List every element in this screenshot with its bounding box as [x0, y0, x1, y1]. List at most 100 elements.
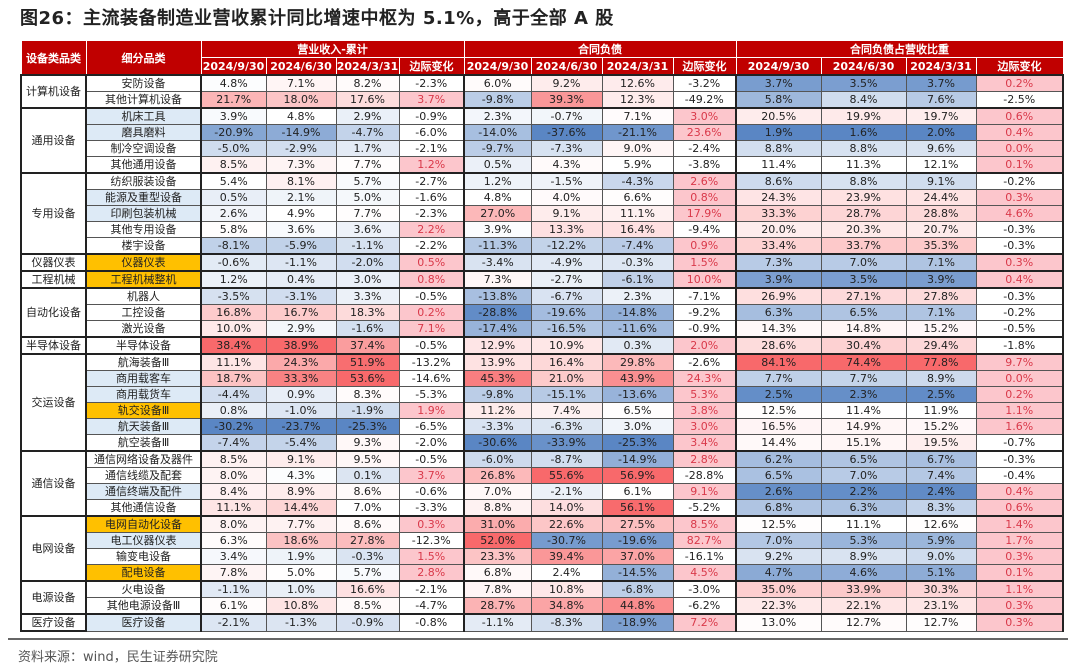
margin-change-cell: 0.4% — [975, 124, 1065, 141]
value-cell: -9.8% — [463, 386, 532, 403]
value-cell: -6.1% — [601, 270, 674, 289]
value-cell: 1.9% — [265, 548, 337, 565]
value-cell: 6.1% — [601, 483, 674, 500]
value-cell: 5.0% — [335, 189, 400, 206]
value-cell: 6.8% — [463, 564, 532, 582]
group-category-cell: 通用设备 — [20, 107, 87, 174]
value-cell: 16.6% — [335, 580, 400, 598]
value-cell: 18.6% — [265, 532, 337, 549]
value-cell: 20.0% — [735, 221, 822, 238]
value-cell: 9.0% — [905, 548, 977, 565]
margin-change-cell: 7.1% — [398, 320, 466, 338]
value-cell: 51.9% — [335, 353, 400, 371]
value-cell: 3.3% — [335, 287, 400, 305]
value-cell: -5.0% — [200, 140, 267, 157]
table-row: 专用设备 纺织服装设备 5.4% 8.1% 5.7% -2.7% 1.2% -1.5% -4.3… — [20, 172, 1065, 255]
header-period: 2024/6/30 — [265, 57, 337, 76]
table-row: 工控设备 16.8% 16.7% 18.3% 0.2% -28.8% -19.6% -14.8… — [21, 304, 1065, 321]
value-cell: -25.3% — [335, 418, 400, 435]
table-row: 楼宇设备 -8.1% -5.9% -1.1% -2.2% -11.3% -12.2% -7.4… — [21, 237, 1065, 255]
margin-change-cell: 2.2% — [398, 221, 466, 238]
value-cell: 9.1% — [530, 205, 603, 222]
value-cell: 19.5% — [905, 434, 977, 452]
value-cell: 8.0% — [200, 467, 267, 484]
table-row: 其他通信设备 11.1% 14.4% 7.0% -3.3% 8.8% 14.0% 56.1% -… — [21, 499, 1065, 517]
value-cell: 5.4% — [200, 172, 267, 190]
sub-category-cell: 半导体设备 — [85, 336, 202, 355]
value-cell: 3.0% — [335, 270, 400, 289]
margin-change-cell: -12.3% — [398, 532, 466, 549]
sub-category-cell: 仪器仪表 — [85, 253, 202, 272]
value-cell: 29.8% — [601, 353, 674, 371]
value-cell: 52.0% — [463, 532, 532, 549]
value-cell: 4.7% — [735, 564, 822, 582]
value-cell: -1.9% — [335, 402, 400, 419]
margin-change-cell: -2.2% — [398, 237, 466, 255]
value-cell: -14.9% — [265, 124, 337, 141]
value-cell: 7.0% — [820, 253, 907, 272]
margin-change-cell: -0.9% — [672, 320, 738, 338]
value-cell: 9.6% — [905, 140, 977, 157]
table-row: 其他通用设备 8.5% 7.3% 7.7% 1.2% 0.5% 4.3% 5.9% -3.8% 1… — [21, 156, 1065, 174]
group-category-cell: 专用设备 — [20, 172, 87, 255]
margin-change-cell: -6.0% — [398, 124, 466, 141]
value-cell: 77.8% — [905, 353, 977, 371]
value-cell: 1.6% — [820, 124, 907, 141]
margin-change-cell: -0.2% — [975, 172, 1065, 190]
value-cell: 5.9% — [601, 156, 674, 174]
data-table: 设备类品类 细分品类 营业收入-累计 合同负债 合同负债占营收比重 2024/9/30 20… — [20, 40, 1065, 632]
margin-change-cell: -3.3% — [398, 499, 466, 517]
value-cell: -8.3% — [530, 613, 603, 632]
table-row: 交运设备 航海装备Ⅲ 11.1% 24.3% 51.9% -13.2% 13.9% 16.4%… — [20, 353, 1065, 452]
margin-change-cell: 9.7% — [975, 353, 1065, 371]
value-cell: -14.8% — [601, 304, 674, 321]
margin-change-cell: -0.5% — [975, 320, 1065, 338]
group-category-cell: 自动化设备 — [20, 287, 87, 338]
value-cell: 14.4% — [265, 499, 337, 517]
margin-change-cell: 1.5% — [672, 253, 738, 272]
margin-change-cell: -6.5% — [398, 418, 466, 435]
header-period: 2024/9/30 — [463, 57, 532, 76]
value-cell: 33.4% — [735, 237, 822, 255]
group-category-cell: 医疗设备 — [20, 613, 87, 632]
value-cell: -9.8% — [463, 91, 532, 109]
margin-change-cell: 24.3% — [672, 370, 738, 387]
value-cell: 55.6% — [530, 467, 603, 484]
margin-change-cell: 1.6% — [975, 418, 1065, 435]
margin-change-cell: -0.6% — [398, 483, 466, 500]
header-row-periods: 2024/9/30 2024/6/30 2024/3/31 边际变化 2024/9/30… — [21, 57, 1064, 76]
value-cell: 0.5% — [200, 189, 267, 206]
table-row: 输变电设备 3.4% 1.9% -0.3% 1.5% 23.3% 39.4% 37.0% -16… — [21, 548, 1065, 565]
value-cell: 16.8% — [200, 304, 267, 321]
margin-change-cell: 1.1% — [975, 580, 1065, 598]
table-row: 电网设备 电网自动化设备 8.0% 7.7% 8.6% 0.3% 31.0% 22.6% 27.… — [20, 515, 1065, 582]
value-cell: -2.7% — [530, 270, 603, 289]
value-cell: -8.7% — [530, 450, 603, 468]
value-cell: 5.9% — [905, 532, 977, 549]
value-cell: 11.4% — [735, 156, 822, 174]
value-cell: 56.1% — [601, 499, 674, 517]
value-cell: 7.1% — [601, 107, 674, 125]
group-category-cell: 电源设备 — [20, 580, 87, 615]
value-cell: 11.1% — [200, 353, 267, 371]
value-cell: 7.7% — [265, 515, 337, 533]
table-row: 医疗设备 医疗设备 -2.1% -1.3% -0.9% -0.8% -1.1% -8.3% -1… — [20, 613, 1065, 632]
header-period: 2024/3/31 — [601, 57, 674, 76]
value-cell: 3.9% — [905, 270, 977, 289]
table-row: 航空装备Ⅲ -7.4% -5.4% 9.3% -2.0% -30.6% -33.9% -25.… — [21, 434, 1065, 452]
value-cell: 8.9% — [905, 370, 977, 387]
value-cell: 33.3% — [735, 205, 822, 222]
margin-change-cell: -2.5% — [975, 91, 1065, 109]
margin-change-cell: 3.7% — [398, 91, 466, 109]
value-cell: 2.4% — [530, 564, 603, 582]
sub-category-cell: 工控设备 — [85, 304, 202, 321]
margin-change-cell: 0.3% — [975, 253, 1065, 272]
value-cell: 15.2% — [905, 418, 977, 435]
value-cell: 7.1% — [905, 253, 977, 272]
value-cell: -3.1% — [265, 287, 337, 305]
value-cell: 7.1% — [905, 304, 977, 321]
value-cell: 0.3% — [601, 336, 674, 355]
value-cell: 5.8% — [200, 221, 267, 238]
value-cell: 2.6% — [200, 205, 267, 222]
value-cell: 26.8% — [463, 467, 532, 484]
